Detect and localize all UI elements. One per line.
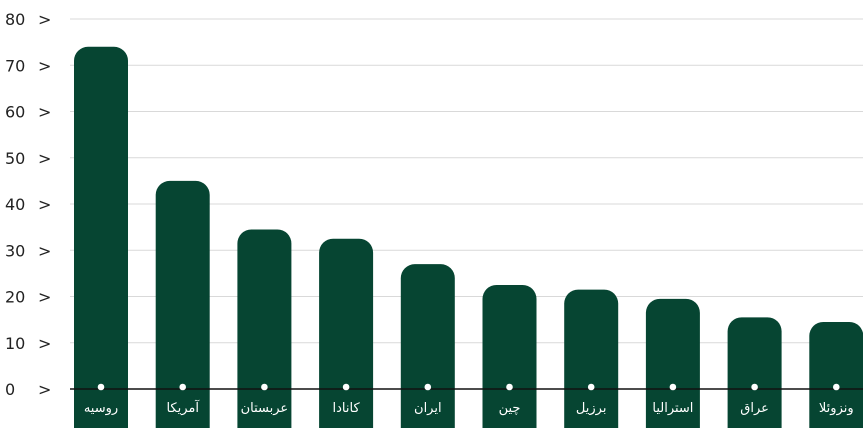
bar: [645, 298, 700, 428]
category-label: برزیل: [576, 401, 607, 416]
category-label: استرالیا: [652, 401, 693, 416]
bar: [155, 180, 210, 428]
bar-dot: [669, 383, 677, 391]
y-tick-arrow: >: [38, 149, 51, 168]
y-tick-arrow: >: [38, 241, 51, 260]
y-tick-arrow: >: [38, 288, 51, 307]
y-tick-label: 10: [5, 334, 25, 353]
bar-dot: [506, 383, 513, 391]
bar: [400, 264, 455, 428]
bar-dot: [424, 383, 432, 391]
bar: [564, 289, 619, 428]
bar-dot: [261, 383, 268, 391]
category-label: چین: [499, 401, 521, 416]
category-label: عراق: [740, 401, 769, 416]
y-tick-arrow: >: [38, 103, 51, 122]
y-tick-label: 60: [5, 103, 25, 122]
bar-dot: [97, 383, 105, 391]
category-label: کانادا: [333, 401, 361, 416]
bar: [319, 238, 374, 428]
y-tick-label: 70: [5, 56, 25, 75]
y-tick-label: 30: [5, 241, 25, 260]
category-labels: روسیه آمریکا عربستان کانادا ایران چین برزیل است…: [84, 383, 854, 416]
y-tick-arrow: >: [38, 56, 51, 75]
bars: [74, 46, 863, 428]
category-label: ایران: [414, 401, 442, 416]
bar-dot: [587, 383, 595, 391]
y-tick-arrow: >: [38, 195, 51, 214]
bar: [74, 46, 128, 428]
y-tick-label: 20: [5, 288, 25, 307]
y-tick-label: 80: [5, 10, 25, 29]
y-tick-label: 50: [5, 149, 25, 168]
bar: [237, 229, 292, 428]
bar-dot: [751, 383, 758, 391]
bar: [809, 321, 863, 428]
y-tick-label: 40: [5, 195, 25, 214]
bar: [482, 284, 537, 428]
category-label: عربستان: [241, 401, 289, 416]
y-tick-arrow: >: [38, 334, 51, 353]
y-tick-arrow: >: [38, 380, 51, 399]
bar-dot: [833, 383, 840, 391]
y-tick-arrow: >: [38, 10, 51, 29]
category-label: روسیه: [84, 401, 118, 416]
category-label: آمریکا: [166, 399, 200, 416]
y-tick-label: 0: [5, 380, 15, 399]
bar-dot: [179, 383, 186, 391]
y-axis: 0 >10 >20 >30 >40 >50 >60 >70 >80 >: [5, 10, 51, 399]
category-label: ونزوئلا: [819, 401, 854, 416]
bar-dot: [342, 383, 350, 391]
bar: [727, 317, 782, 428]
